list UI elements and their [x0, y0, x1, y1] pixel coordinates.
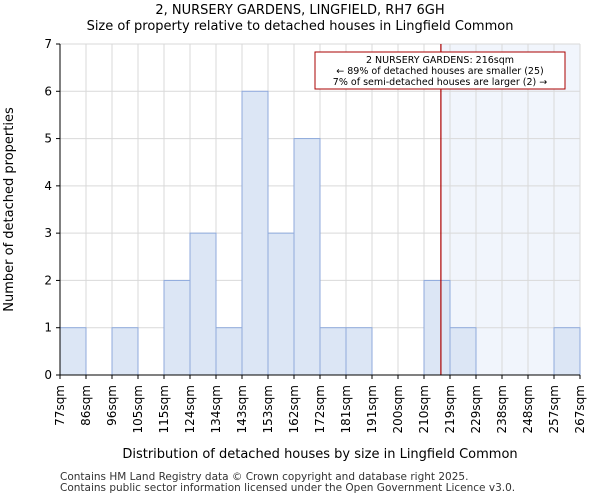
x-tick-label: 124sqm [183, 385, 197, 433]
x-tick-label: 96sqm [105, 385, 119, 426]
chart-title-block: 2, NURSERY GARDENS, LINGFIELD, RH7 6GH S… [0, 3, 600, 35]
annotation-line-1: 2 NURSERY GARDENS: 216sqm [366, 55, 514, 66]
histogram-bar [449, 327, 477, 376]
x-tick-label: 238sqm [495, 385, 509, 433]
annotation-box: 2 NURSERY GARDENS: 216sqm ← 89% of detac… [314, 51, 566, 90]
histogram-bar [163, 279, 191, 376]
x-tick-label: 105sqm [131, 385, 145, 433]
x-tick-label: 77sqm [53, 385, 67, 426]
grid-layer [59, 43, 581, 376]
histogram-bar [293, 138, 321, 376]
y-tick-label: 0 [44, 368, 52, 382]
y-tick-label: 7 [44, 37, 52, 51]
x-tick-label: 153sqm [261, 385, 275, 433]
chart-title: 2, NURSERY GARDENS, LINGFIELD, RH7 6GH [155, 3, 445, 18]
x-tick-label: 219sqm [443, 385, 457, 433]
y-axis-label: Number of detached properties [2, 107, 17, 312]
x-tick-label: 86sqm [79, 385, 93, 426]
histogram-bar [345, 327, 373, 376]
x-tick-label: 172sqm [313, 385, 327, 433]
x-tick-label: 191sqm [365, 385, 379, 433]
annotation-line-2: ← 89% of detached houses are smaller (25… [336, 66, 543, 77]
histogram-bar [423, 279, 451, 376]
x-axis-label: Distribution of detached houses by size … [122, 447, 517, 462]
x-tick-label: 248sqm [521, 385, 535, 433]
footer: Contains HM Land Registry data © Crown c… [60, 472, 515, 494]
axis-layer: 0 1 2 3 4 5 6 7 77sqm 86sqm 96sqm 105sqm 115sqm 124sq… [44, 37, 587, 433]
x-tick-label: 257sqm [547, 385, 561, 433]
histogram-bar [553, 327, 581, 376]
y-tick-label: 6 [44, 84, 52, 98]
x-tick-label: 210sqm [417, 385, 431, 433]
y-tick-label: 1 [44, 321, 52, 335]
x-tick-label: 115sqm [157, 385, 171, 433]
histogram-bar [189, 232, 217, 376]
highlight-layer [440, 44, 580, 375]
x-tick-label: 162sqm [287, 385, 301, 433]
footer-line-1: Contains HM Land Registry data © Crown c… [60, 471, 469, 483]
y-tick-label: 3 [44, 226, 52, 240]
x-tick-label: 143sqm [235, 385, 249, 433]
annotation-line-3: 7% of semi-detached houses are larger (2… [333, 77, 547, 88]
footer-line-2: Contains public sector information licen… [60, 482, 516, 494]
y-tick-label: 2 [44, 273, 52, 287]
histogram-bar [267, 232, 295, 376]
histogram-bar [111, 327, 139, 376]
y-tick-label: 4 [44, 179, 52, 193]
x-tick-label: 229sqm [469, 385, 483, 433]
x-tick-label: 200sqm [391, 385, 405, 433]
histogram-bar [319, 327, 347, 376]
bar-layer [59, 90, 581, 376]
histogram-bar [59, 327, 87, 376]
x-tick-label: 267sqm [573, 385, 587, 433]
histogram-bar [241, 90, 269, 376]
larger-region-highlight [440, 44, 580, 375]
annotation-frame [314, 51, 566, 90]
x-tick-label: 134sqm [209, 385, 223, 433]
chart-subtitle: Size of property relative to detached ho… [86, 19, 514, 34]
y-tick-label: 5 [44, 132, 52, 146]
histogram-bar [215, 327, 243, 376]
x-tick-label: 181sqm [339, 385, 353, 433]
